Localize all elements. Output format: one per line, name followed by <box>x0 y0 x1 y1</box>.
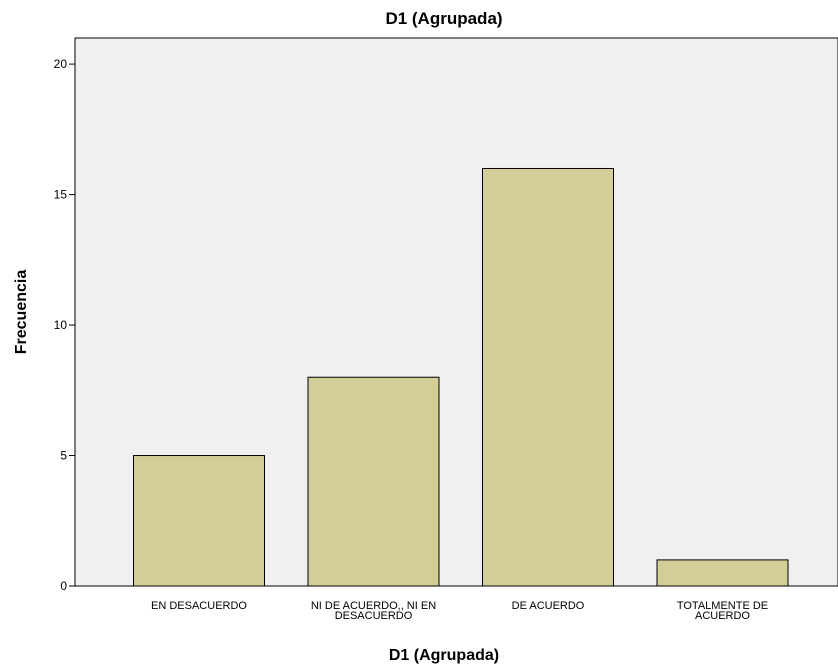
bar <box>307 376 440 587</box>
bar <box>133 455 265 587</box>
chart-title: D1 (Agrupada) <box>385 9 502 28</box>
bars <box>133 167 789 587</box>
y-tick-label: 5 <box>60 449 67 463</box>
x-axis: EN DESACUERDO NI DE ACUERDO,, NI EN DESACU… <box>151 600 768 622</box>
bar <box>656 559 789 587</box>
x-axis-label: D1 (Agrupada) <box>389 647 499 664</box>
y-axis-label: Frecuencia <box>13 270 30 355</box>
x-tick-label: TOTALMENTE DE ACUERDO <box>677 600 768 622</box>
y-tick-label: 10 <box>54 318 68 332</box>
y-axis: 0 5 10 15 20 <box>54 57 75 593</box>
x-tick-label: NI DE ACUERDO,, NI EN DESACUERDO <box>311 600 436 622</box>
x-tick-label: DE ACUERDO <box>512 600 585 612</box>
y-tick-label: 0 <box>60 579 67 593</box>
x-tick-label: EN DESACUERDO <box>151 600 247 612</box>
y-tick-label: 15 <box>54 188 68 202</box>
y-tick-label: 20 <box>54 57 68 71</box>
bar <box>482 167 614 587</box>
